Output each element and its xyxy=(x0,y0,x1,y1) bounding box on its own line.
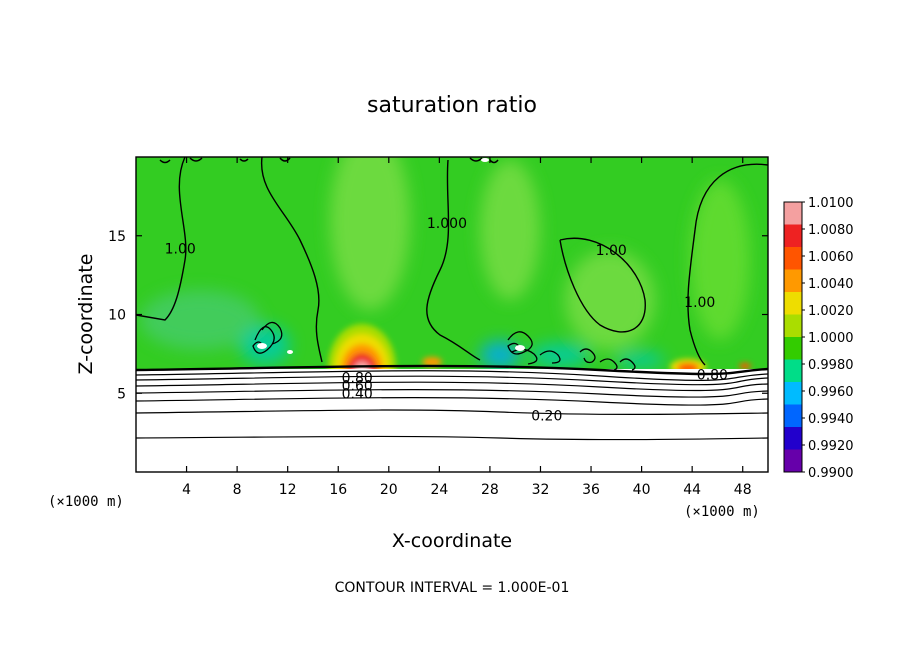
x-tick-label: 40 xyxy=(633,482,651,498)
colorbar-label: 0.9980 xyxy=(808,358,854,373)
colorbar-swatch xyxy=(784,202,802,225)
y-tick-label: 10 xyxy=(108,308,126,324)
colorbar-label: 1.0060 xyxy=(808,250,854,265)
x-tick-label: 36 xyxy=(582,482,600,498)
x-tick-label: 20 xyxy=(380,482,398,498)
contour-label: 0.20 xyxy=(531,408,562,424)
colorbar-label: 0.9960 xyxy=(808,385,854,400)
colorbar-swatch xyxy=(784,449,802,473)
x-tick-label: 48 xyxy=(734,482,752,498)
colorbar-swatch xyxy=(784,224,802,248)
x-axis-label: X-coordinate xyxy=(392,530,512,552)
x-tick-label: 44 xyxy=(683,482,701,498)
colorbar-swatch xyxy=(784,269,802,293)
colorbar: 1.0100 1.0080 1.0060 1.0040 1.0020 1.0000 0.99… xyxy=(783,196,854,481)
colorbar-label: 0.9920 xyxy=(808,439,854,454)
x-tick-label: 4 xyxy=(182,482,191,498)
colorbar-swatch xyxy=(784,292,802,315)
colorbar-label: 1.0000 xyxy=(808,331,854,346)
colorbar-label: 1.0020 xyxy=(808,304,854,319)
x-tick-label: 28 xyxy=(481,482,499,498)
colorbar-label: 1.0080 xyxy=(808,223,854,238)
colorbar-label: 1.0100 xyxy=(808,196,854,211)
colorbar-label: 0.9940 xyxy=(808,412,854,427)
x-tick-label: 16 xyxy=(329,482,347,498)
colorbar-swatch xyxy=(784,337,802,360)
contour-label: 0.60 xyxy=(342,378,373,394)
colorbar-swatch xyxy=(784,314,802,338)
contour-label: 1.00 xyxy=(684,295,715,311)
x-axis-ticks: 4 8 12 16 20 24 28 32 36 40 44 48 xyxy=(182,157,752,498)
contour-label: 1.00 xyxy=(596,243,627,259)
contour-interval-note: CONTOUR INTERVAL = 1.000E-01 xyxy=(335,580,570,596)
x-tick-label: 24 xyxy=(430,482,448,498)
y-axis-label: Z-coordinate xyxy=(75,254,97,375)
x-unit-right: (×1000 m) xyxy=(684,504,760,520)
y-axis-ticks: 5 10 15 xyxy=(108,229,768,402)
contour-label: 0.80 xyxy=(342,371,373,387)
x-tick-label: 32 xyxy=(532,482,550,498)
x-tick-label: 8 xyxy=(233,482,242,498)
chart-title: saturation ratio xyxy=(367,93,537,118)
contour-label: 0.40 xyxy=(342,386,373,402)
contour-label: 0.80 xyxy=(697,367,728,383)
colorbar-swatch xyxy=(784,382,802,405)
colorbar-label: 0.9900 xyxy=(808,466,854,481)
heatmap-field xyxy=(136,157,768,472)
x-tick-label: 12 xyxy=(279,482,297,498)
colorbar-label: 1.0040 xyxy=(808,277,854,292)
contour-label: 1.00 xyxy=(165,241,196,257)
colorbar-swatch xyxy=(784,427,802,450)
x-unit-left: (×1000 m) xyxy=(48,494,124,510)
contour-label: 1.000 xyxy=(427,216,467,232)
y-tick-label: 5 xyxy=(117,386,126,402)
colorbar-swatch xyxy=(784,404,802,428)
colorbar-swatch xyxy=(784,247,802,270)
colorbar-swatch xyxy=(784,359,802,383)
y-tick-label: 15 xyxy=(108,229,126,245)
